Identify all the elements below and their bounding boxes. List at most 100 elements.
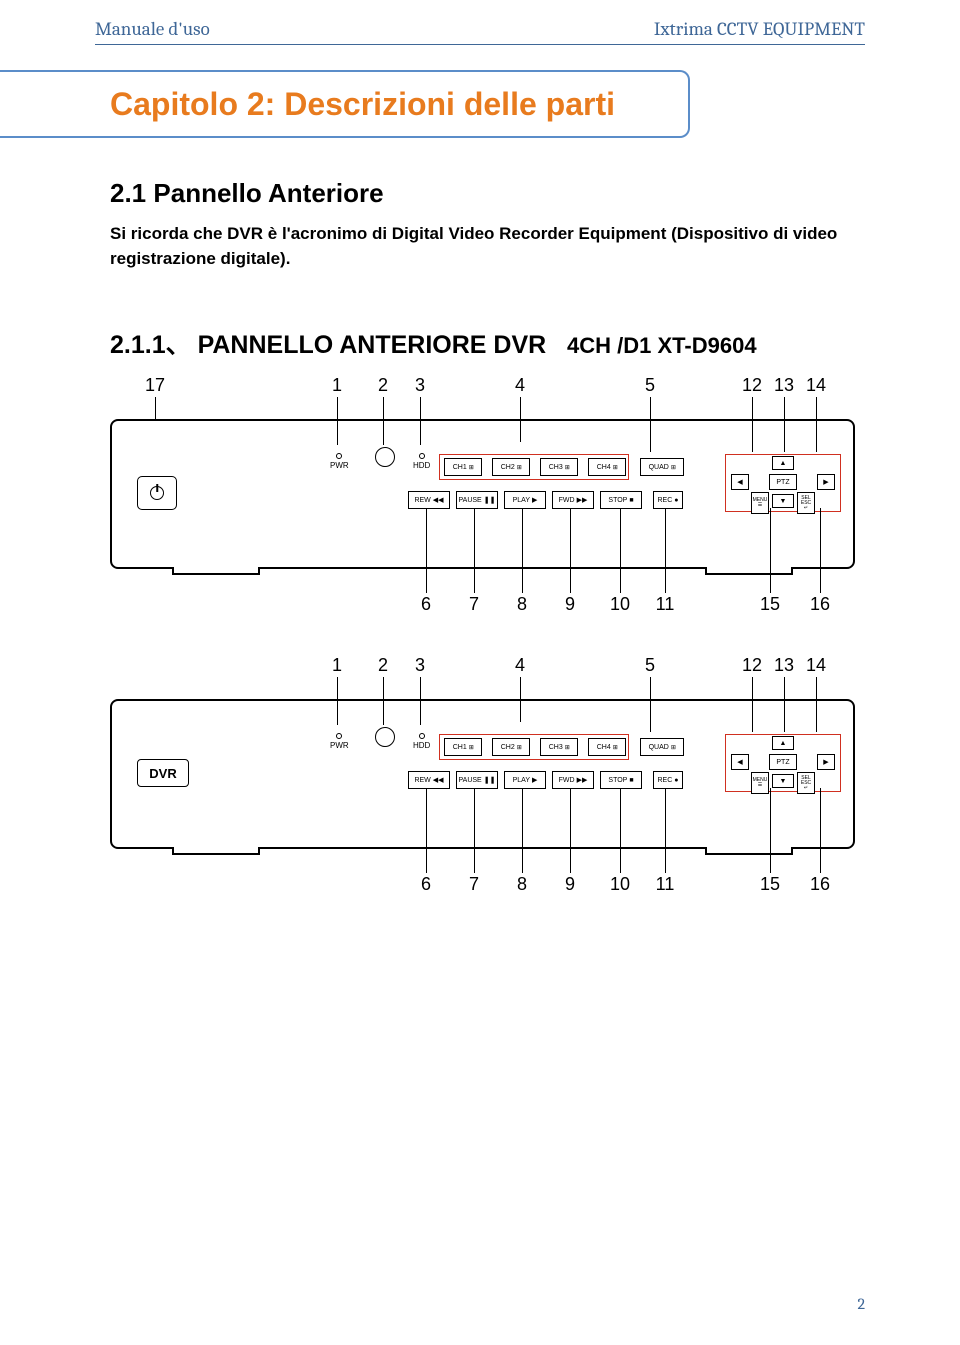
callout-5: 5	[638, 375, 662, 396]
nav-up-button: ▲	[772, 456, 794, 470]
header-left: Manuale d'uso	[95, 18, 210, 40]
ch1-button: CH1⊞	[444, 458, 482, 476]
callout-3: 3	[408, 375, 432, 396]
ptz-button: PTZ	[769, 474, 797, 490]
callout-line	[337, 397, 338, 445]
section-heading: 2.1 Pannello Anteriore	[110, 178, 384, 209]
ir-sensor	[375, 727, 395, 747]
callout-line	[816, 677, 817, 732]
callout-line	[474, 788, 475, 873]
rec-button: REC●	[653, 771, 683, 789]
callout-9: 9	[558, 874, 582, 895]
callout-9: 9	[558, 594, 582, 615]
callout-12: 12	[740, 655, 764, 676]
nav-right-button: ▶	[817, 474, 835, 490]
ch3-button: CH3⊞	[540, 458, 578, 476]
panel-foot	[705, 567, 793, 575]
callout-line	[650, 677, 651, 732]
callout-11: 11	[653, 594, 677, 615]
power-button	[137, 476, 177, 510]
fwd-button: FWD▶▶	[552, 491, 594, 509]
stop-button: STOP■	[600, 491, 642, 509]
callout-line	[620, 788, 621, 873]
dvr-label-box: DVR	[137, 759, 189, 787]
callout-line	[620, 508, 621, 593]
ir-sensor	[375, 447, 395, 467]
chapter-tab: Capitolo 2: Descrizioni delle parti	[0, 70, 690, 138]
pwr-led	[336, 453, 342, 459]
callout-line	[520, 397, 521, 442]
pause-button: PAUSE❚❚	[456, 491, 498, 509]
callout-1: 1	[325, 375, 349, 396]
play-button: PLAY▶	[504, 491, 546, 509]
nav-cluster: ▲ ◀ PTZ ▶ ▼ MENU☰ SELESC↵	[725, 454, 841, 512]
hdd-led-label: HDD	[413, 741, 430, 750]
callout-line	[752, 677, 753, 732]
nav-down-button: ▼	[772, 774, 794, 788]
callout-10: 10	[608, 874, 632, 895]
menu-button: MENU☰	[751, 492, 769, 514]
fwd-button: FWD▶▶	[552, 771, 594, 789]
hdd-led	[419, 733, 425, 739]
sel-esc-button: SELESC↵	[797, 772, 815, 794]
callout-16: 16	[808, 874, 832, 895]
ch2-button: CH2⊞	[492, 738, 530, 756]
panel-foot	[172, 847, 260, 855]
ch1-button: CH1⊞	[444, 738, 482, 756]
callout-13: 13	[772, 375, 796, 396]
callout-3: 3	[408, 655, 432, 676]
callout-7: 7	[462, 874, 486, 895]
chapter-title: Capitolo 2: Descrizioni delle parti	[110, 86, 615, 123]
callout-10: 10	[608, 594, 632, 615]
rec-button: REC●	[653, 491, 683, 509]
page-number: 2	[857, 1295, 865, 1313]
header-right: Ixtrima CCTV EQUIPMENT	[654, 18, 865, 40]
play-button: PLAY▶	[504, 771, 546, 789]
sel-esc-button: SELESC↵	[797, 492, 815, 514]
quad-button: QUAD⊞	[640, 458, 684, 476]
callout-line	[474, 508, 475, 593]
panel-foot	[705, 847, 793, 855]
rew-button: REW◀◀	[408, 771, 450, 789]
callout-line	[820, 508, 821, 593]
ch4-button: CH4⊞	[588, 458, 626, 476]
hdd-led	[419, 453, 425, 459]
panel-outline: PWR HDD CH1⊞ CH2⊞ CH3⊞ CH4⊞ QUAD⊞ REW◀◀ …	[110, 419, 855, 569]
callout-line	[820, 788, 821, 873]
callout-line	[522, 508, 523, 593]
pwr-led-label: PWR	[330, 461, 349, 470]
callout-14: 14	[804, 655, 828, 676]
callout-line	[665, 788, 666, 873]
subsection-suffix: 4CH /D1 XT-D9604	[567, 333, 757, 358]
hdd-led-label: HDD	[413, 461, 430, 470]
menu-button: MENU☰	[751, 772, 769, 794]
nav-down-button: ▼	[772, 494, 794, 508]
callout-6: 6	[414, 594, 438, 615]
ptz-button: PTZ	[769, 754, 797, 770]
callout-11: 11	[653, 874, 677, 895]
callout-4: 4	[508, 655, 532, 676]
callout-line	[784, 397, 785, 452]
quad-button: QUAD⊞	[640, 738, 684, 756]
front-panel-diagram-1: 17 PWR HDD CH1⊞ CH2⊞ CH3⊞ CH4⊞ QUAD⊞ REW	[110, 375, 855, 615]
pause-button: PAUSE❚❚	[456, 771, 498, 789]
callout-15: 15	[758, 874, 782, 895]
callout-line	[426, 788, 427, 873]
front-panel-diagram-2: DVR PWR HDD CH1⊞ CH2⊞ CH3⊞ CH4⊞ QUAD⊞ RE…	[110, 655, 855, 895]
callout-15: 15	[758, 594, 782, 615]
nav-up-button: ▲	[772, 736, 794, 750]
panel-foot	[172, 567, 260, 575]
callout-line	[784, 677, 785, 732]
callout-13: 13	[772, 655, 796, 676]
callout-line	[522, 788, 523, 873]
callout-7: 7	[462, 594, 486, 615]
callout-6: 6	[414, 874, 438, 895]
header-rule	[95, 44, 865, 45]
callout-line	[520, 677, 521, 722]
section-number: 2.1	[110, 178, 146, 208]
ch2-button: CH2⊞	[492, 458, 530, 476]
pwr-led-label: PWR	[330, 741, 349, 750]
subsection-number: 2.1.1、	[110, 331, 191, 359]
callout-line	[383, 397, 384, 445]
callout-line	[570, 508, 571, 593]
